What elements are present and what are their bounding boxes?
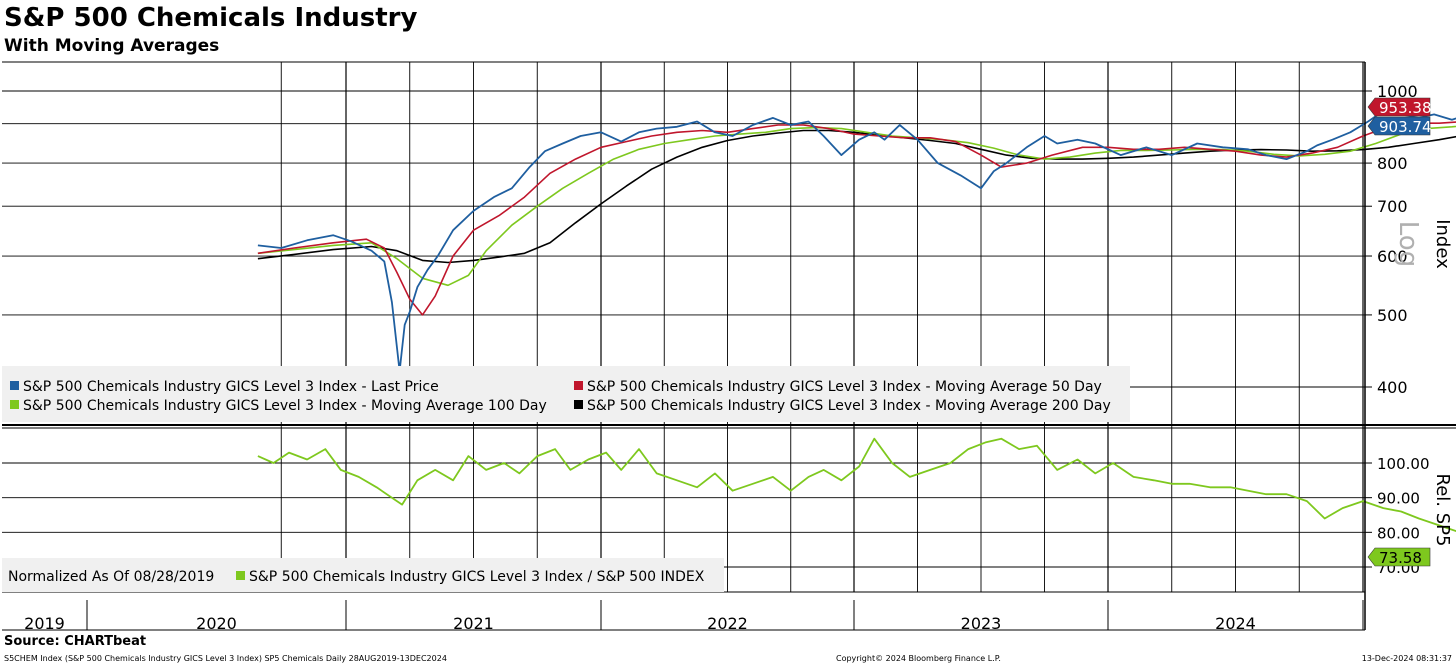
y-tick-label-upper: 700 — [1377, 197, 1408, 216]
badge-relative-shape — [1367, 547, 1431, 567]
badge-last-price-text: 903.74 — [1379, 118, 1432, 136]
upper-legend-background — [2, 366, 1130, 422]
legend-swatch-relative — [236, 571, 245, 580]
legend-swatch-ma50 — [574, 381, 583, 390]
x-tick-label: 2022 — [707, 614, 748, 633]
upper-legend: S&P 500 Chemicals Industry GICS Level 3 … — [2, 366, 1130, 422]
y-tick-label-upper: 600 — [1377, 247, 1408, 266]
footer-timestamp: 13-Dec-2024 08:31:37 — [1361, 654, 1452, 663]
legend-swatch-last-price — [10, 381, 19, 390]
y-tick-label-upper: 1000 — [1377, 82, 1418, 101]
legend-label-last-price: S&P 500 Chemicals Industry GICS Level 3 … — [23, 379, 439, 395]
legend-label-ma100: S&P 500 Chemicals Industry GICS Level 3 … — [23, 398, 547, 414]
axis-labels: 400500600700800100070.0080.0090.00100.00… — [24, 82, 1453, 633]
grid-lines — [2, 62, 1365, 592]
legend-label-relative: S&P 500 Chemicals Industry GICS Level 3 … — [249, 569, 705, 585]
legend-normalized-note: Normalized As Of 08/28/2019 — [8, 569, 214, 585]
y-tick-label-lower: 80.00 — [1377, 524, 1420, 542]
legend-label-ma50: S&P 500 Chemicals Industry GICS Level 3 … — [587, 379, 1102, 395]
footer-security-description: S5CHEM Index (S&P 500 Chemicals Industry… — [4, 654, 447, 663]
badge-ma50-shape — [1367, 97, 1431, 117]
y-tick-label-lower: 100.00 — [1377, 455, 1430, 473]
x-tick-label: 2023 — [961, 614, 1002, 633]
chart-subtitle: With Moving Averages — [4, 36, 220, 56]
lower-legend: Normalized As Of 08/28/2019 S&P 500 Chem… — [2, 558, 724, 592]
upper-axis-title: Index — [1432, 219, 1453, 269]
x-tick-label: 2024 — [1215, 614, 1256, 633]
legend-swatch-ma200 — [574, 400, 583, 409]
lower-axis-title: Rel. SP5 — [1432, 474, 1453, 547]
legend-swatch-ma100 — [10, 400, 19, 409]
y-tick-label-lower: 90.00 — [1377, 490, 1420, 508]
lower-legend-background — [2, 558, 724, 592]
chart-title: S&P 500 Chemicals Industry — [4, 3, 418, 33]
legend-label-ma200: S&P 500 Chemicals Industry GICS Level 3 … — [587, 398, 1111, 414]
series-line-ma200 — [257, 129, 1456, 264]
badge-relative-text: 73.58 — [1379, 549, 1422, 567]
log-scale-annotation: Log — [1393, 221, 1423, 267]
y-tick-label-upper: 800 — [1377, 154, 1408, 173]
y-tick-label-upper: 400 — [1377, 378, 1408, 397]
series-line-relative — [257, 437, 1456, 533]
footer-copyright: Copyright© 2024 Bloomberg Finance L.P. — [836, 654, 1001, 663]
series-layer — [257, 110, 1456, 533]
source-note: Source: CHARTbeat — [4, 634, 147, 649]
badge-ma50-text: 953.38 — [1379, 99, 1432, 117]
badge-last-price-shape — [1367, 116, 1431, 136]
y-tick-label-upper: 500 — [1377, 306, 1408, 325]
x-tick-label: 2020 — [196, 614, 237, 633]
chart-frame — [2, 61, 1456, 631]
x-tick-label: 2021 — [453, 614, 494, 633]
x-tick-label: 2019 — [24, 614, 65, 633]
